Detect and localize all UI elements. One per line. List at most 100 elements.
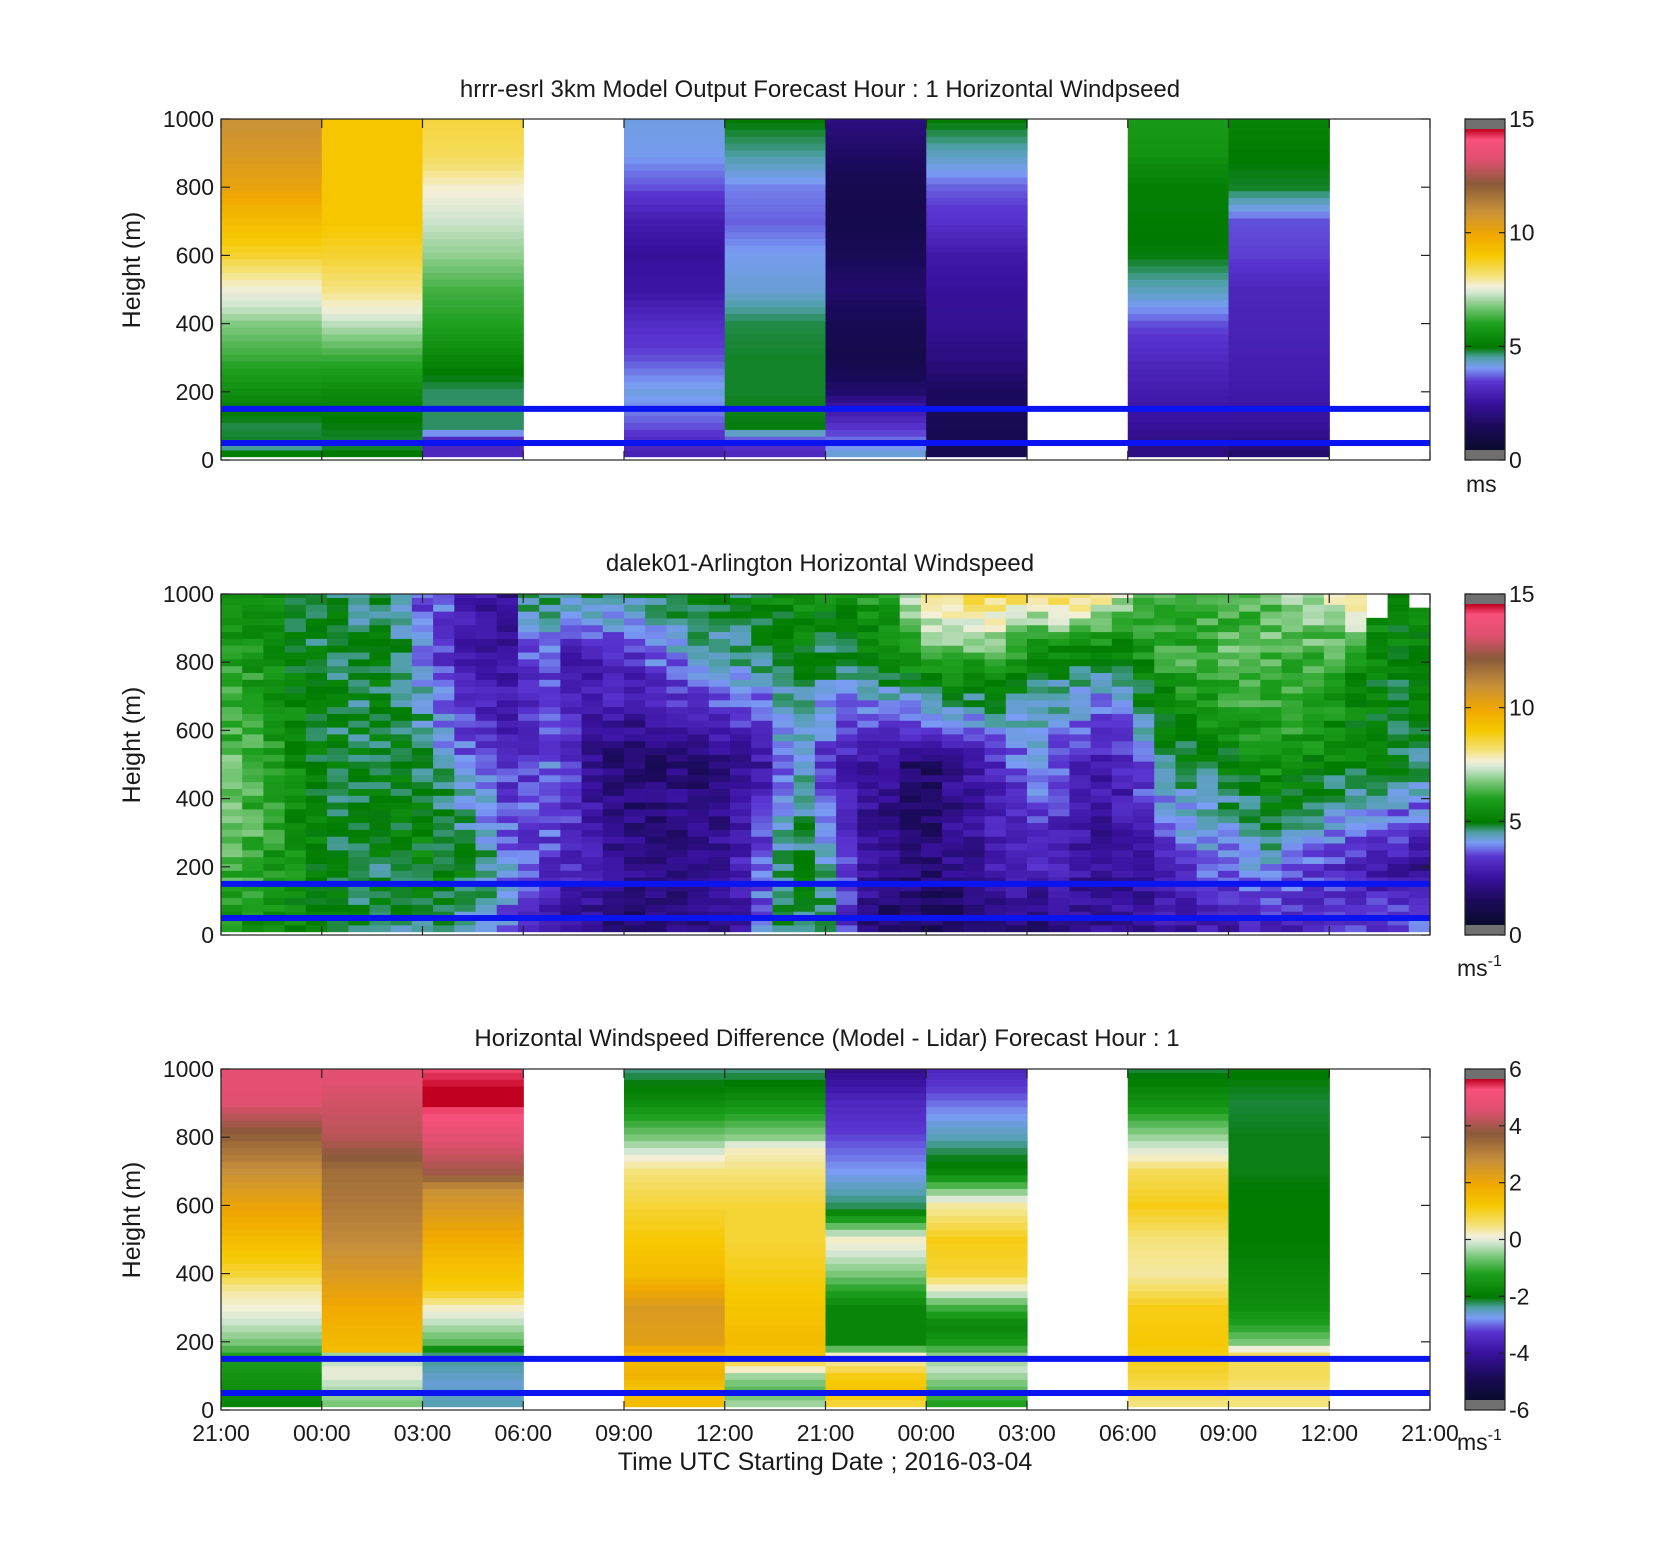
difference-heatmap-cell [321, 1120, 424, 1128]
difference-heatmap-cell [926, 1263, 1028, 1271]
lidar-heatmap-cell [517, 795, 540, 803]
lidar-heatmap-cell [1005, 617, 1028, 626]
lidar-heatmap-cell [284, 679, 307, 687]
lidar-heatmap-cell [1111, 877, 1134, 885]
lidar-heatmap-cell [1302, 856, 1325, 864]
model-heatmap-cell [825, 292, 927, 301]
difference-heatmap-cell [926, 1215, 1028, 1224]
difference-heatmap-cell [1127, 1297, 1230, 1305]
difference-heatmap-cell [926, 1113, 1028, 1121]
difference-reference-lines [221, 1355, 1430, 1396]
model-heatmap-cell [926, 313, 1028, 321]
lidar-heatmap-cell [1111, 692, 1134, 701]
lidar-heatmap-cell [263, 658, 286, 667]
model-heatmap-cell [221, 279, 323, 287]
lidar-heatmap-cell [496, 863, 519, 871]
lidar-heatmap-cell [1387, 597, 1410, 605]
model-heatmap-cell [1228, 292, 1330, 301]
lidar-heatmap-cell [305, 747, 328, 755]
lidar-heatmap-cell [1090, 665, 1113, 674]
lidar-heatmap-cell [751, 808, 774, 817]
lidar-heatmap-cell [327, 795, 349, 803]
model-heatmap-cell [1228, 388, 1330, 396]
lidar-heatmap-cell [963, 645, 986, 653]
difference-heatmap-cell [422, 1195, 524, 1203]
lidar-heatmap-cell [411, 658, 434, 667]
model-heatmap-cell [1127, 190, 1230, 199]
lidar-heatmap-cell [1323, 781, 1346, 789]
lidar-heatmap-cell [560, 904, 583, 912]
lidar-heatmap-cell [1196, 795, 1219, 803]
lidar-heatmap-cell [984, 911, 1007, 919]
lidar-heatmap-cell [390, 877, 413, 885]
lidar-heatmap-cell [539, 904, 561, 912]
lidar-heatmap-cell [1302, 617, 1325, 626]
model-heatmap-cell [422, 402, 524, 410]
difference-heatmap-cell [624, 1331, 726, 1339]
difference-heatmap-cell [1228, 1106, 1330, 1114]
lidar-heatmap-cell [1005, 706, 1028, 714]
difference-heatmap-cell [825, 1147, 927, 1155]
lidar-heatmap-cell [836, 877, 858, 885]
lidar-heatmap-cell [1069, 856, 1092, 864]
model-heatmap-cell [825, 422, 927, 430]
lidar-heatmap-cell [899, 733, 922, 742]
difference-heatmap-cell [825, 1345, 927, 1353]
lidar-heatmap-cell [751, 883, 774, 892]
lidar-heatmap-cell [751, 911, 774, 919]
lidar-heatmap-cell [560, 733, 583, 742]
lidar-heatmap-cell [1302, 924, 1325, 933]
lidar-heatmap-cell [602, 863, 625, 871]
lidar-heatmap-cell [263, 713, 286, 721]
difference-heatmap-cell [825, 1352, 927, 1360]
lidar-heatmap-cell [1090, 808, 1113, 817]
lidar-heatmap-cell [369, 631, 392, 639]
model-heatmap-cell [825, 436, 927, 444]
model-heatmap-cell [422, 436, 524, 444]
difference-heatmap-cell [1228, 1126, 1330, 1135]
lidar-heatmap-cell [327, 747, 349, 755]
lidar-heatmap-cell [793, 726, 816, 735]
lidar-heatmap-cell [984, 761, 1007, 769]
lidar-heatmap-cell [1133, 802, 1155, 810]
lidar-heatmap-cell [1196, 692, 1219, 701]
lidar-heatmap-cell [1069, 594, 1092, 599]
lidar-heatmap-cell [305, 781, 328, 789]
lidar-heatmap-cell [517, 924, 540, 933]
lidar-heatmap-cell [1005, 870, 1028, 878]
lidar-heatmap-cell [242, 611, 265, 619]
lidar-heatmap-cell [1027, 638, 1049, 646]
lidar-heatmap-cell [730, 802, 752, 810]
difference-heatmap-cell [1127, 1311, 1230, 1319]
difference-heatmap-cell [221, 1277, 323, 1285]
lidar-heatmap-cell [411, 849, 434, 858]
difference-heatmap-cell [1228, 1215, 1330, 1224]
lidar-heatmap-cell [581, 924, 604, 933]
model-heatmap-cell [422, 190, 524, 199]
lidar-heatmap-cell [1111, 706, 1134, 714]
lidar-heatmap-cell [1345, 686, 1367, 694]
lidar-heatmap-cell [496, 911, 519, 919]
lidar-heatmap-cell [984, 877, 1007, 885]
lidar-heatmap-cell [1133, 713, 1155, 721]
difference-heatmap-cell [321, 1263, 424, 1271]
lidar-heatmap-cell [942, 604, 964, 612]
lidar-heatmap-cell [687, 604, 710, 612]
lidar-heatmap-cell [687, 774, 710, 783]
lidar-heatmap-cell [1154, 604, 1177, 612]
lidar-heatmap-cell [348, 897, 371, 905]
model-heatmap-cell [321, 429, 424, 437]
lidar-heatmap-cell [1408, 870, 1431, 878]
lidar-heatmap-cell [1408, 658, 1431, 667]
model-heatmap-cell [1127, 361, 1230, 369]
lidar-heatmap-cell [475, 863, 498, 871]
lidar-heatmap-cell [666, 665, 689, 674]
lidar-heatmap-cell [433, 904, 455, 912]
lidar-heatmap-cell [1154, 897, 1177, 905]
lidar-heatmap-cell [1217, 611, 1240, 619]
lidar-heatmap-cell [772, 617, 795, 626]
lidar-heatmap-cell [284, 597, 307, 605]
lidar-heatmap-cell [963, 699, 986, 708]
lidar-heatmap-cell [1005, 679, 1028, 687]
lidar-heatmap-cell [984, 870, 1007, 878]
